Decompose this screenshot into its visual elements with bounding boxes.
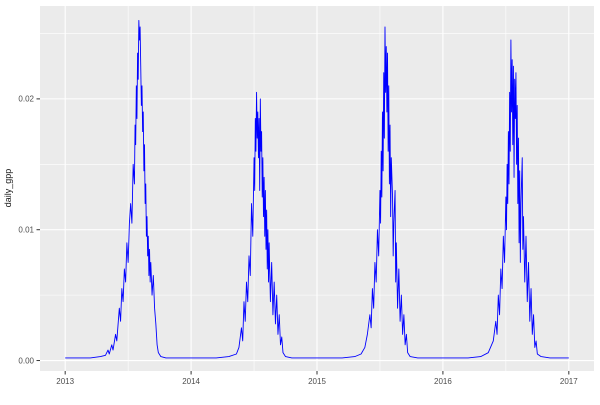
y-tick-label: 0.00 xyxy=(18,356,34,365)
daily-gpp-line xyxy=(65,19,569,359)
x-axis-tick-labels: 2013 2014 2015 2016 2017 xyxy=(56,377,578,386)
y-tick-label: 0.01 xyxy=(18,226,34,235)
y-tick-label: 0.02 xyxy=(18,95,34,104)
x-tick-label: 2013 xyxy=(56,377,74,386)
y-axis-title: daily_gpp xyxy=(3,169,13,208)
x-tick-label: 2016 xyxy=(434,377,452,386)
axis-tick-marks xyxy=(36,98,570,375)
major-gridlines xyxy=(40,6,594,371)
x-tick-label: 2017 xyxy=(560,377,578,386)
y-axis-tick-labels: 0.00 0.01 0.02 xyxy=(18,95,34,366)
x-tick-label: 2014 xyxy=(182,377,200,386)
x-tick-label: 2015 xyxy=(308,377,326,386)
